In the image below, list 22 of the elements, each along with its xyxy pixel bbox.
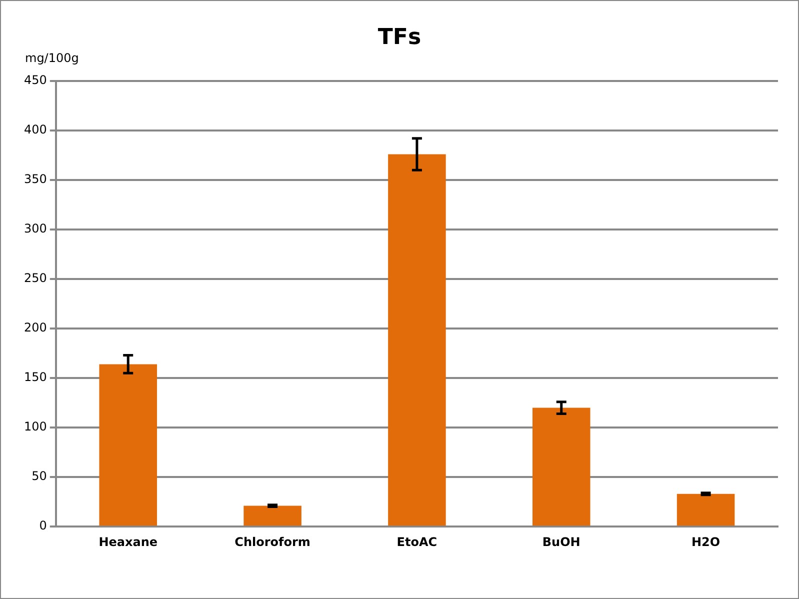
y-tick-label: 0 bbox=[39, 518, 47, 533]
bar bbox=[244, 506, 302, 526]
y-tick-label: 400 bbox=[24, 122, 47, 137]
x-tick-label: BuOH bbox=[542, 534, 580, 549]
y-tick-label: 250 bbox=[24, 271, 47, 286]
bar bbox=[99, 364, 157, 526]
y-axis-title: mg/100g bbox=[25, 51, 79, 65]
y-tick-label: 200 bbox=[24, 320, 47, 335]
bar bbox=[388, 154, 446, 526]
bar bbox=[532, 408, 590, 526]
y-tick-label: 50 bbox=[32, 469, 47, 484]
x-tick-label: H2O bbox=[691, 534, 720, 549]
bar bbox=[676, 494, 735, 526]
y-tick-label: 450 bbox=[24, 73, 47, 88]
chart-title: TFs bbox=[376, 25, 422, 50]
y-tick-label: 100 bbox=[24, 420, 47, 434]
y-tick-label: 300 bbox=[24, 222, 47, 236]
y-tick-label: 150 bbox=[24, 370, 47, 384]
x-tick-label: Heaxane bbox=[98, 534, 158, 549]
y-tick-label: 350 bbox=[24, 172, 47, 186]
x-tick-label: Chloroform bbox=[234, 534, 310, 549]
x-tick-label: EtoAC bbox=[396, 534, 438, 549]
